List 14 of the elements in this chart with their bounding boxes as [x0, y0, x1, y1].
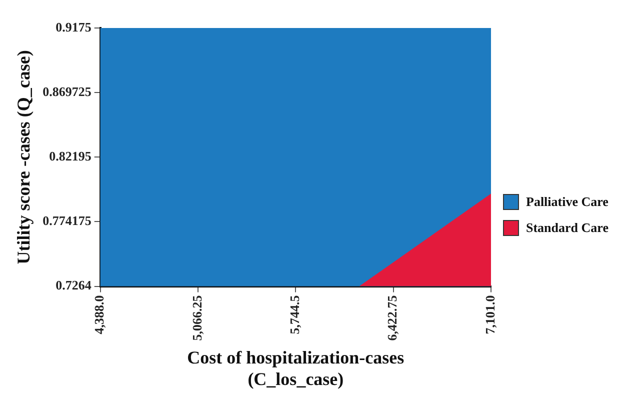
- x-tick-label: 5,744.5: [287, 294, 302, 334]
- x-axis-title: Cost of hospitalization-cases (C_los_case): [187, 347, 404, 389]
- band-label: Palliative Care: [526, 194, 608, 210]
- y-tick-label: 0.82195: [49, 148, 92, 164]
- y-tick-label: 0.774175: [42, 213, 92, 228]
- y-tick-label: 0.869725: [42, 84, 92, 99]
- y-tick-label: 0.7264: [56, 278, 92, 293]
- y-tick-label: 0.9175: [56, 19, 92, 34]
- y-axis-title: Utility score -cases (Q_case): [13, 50, 34, 264]
- x-tick-label: 6,422.75: [384, 294, 400, 341]
- legend-label: Standard Care: [526, 220, 608, 236]
- x-tick-label: 5,066.25: [189, 294, 204, 341]
- x-tick-label: 7,101.0: [482, 295, 498, 334]
- x-tick-label: 4,388.0: [92, 295, 107, 334]
